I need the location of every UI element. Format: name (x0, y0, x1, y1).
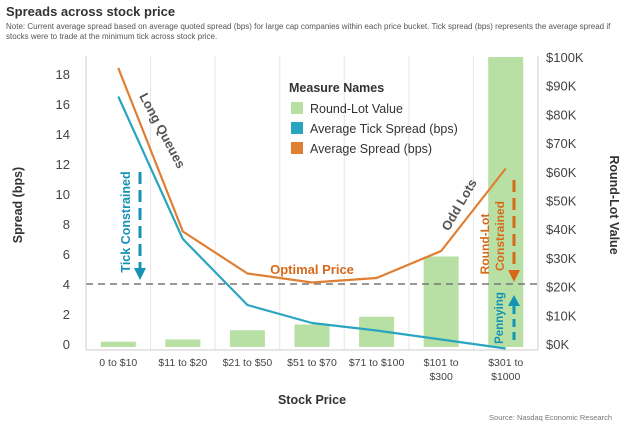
y2-tick-label: $0K (546, 337, 569, 352)
legend-label-0: Round-Lot Value (310, 102, 403, 116)
y-tick-label: 16 (56, 97, 70, 112)
y-tick-label: 2 (63, 307, 70, 322)
legend-label-2: Average Spread (bps) (310, 142, 432, 156)
tick-constrained-arrow-head (134, 268, 146, 280)
axes: 0 2 4 6 8 10 12 14 16 18 $0K $10K $20K $30K $40K $50K $6… (11, 50, 621, 407)
y-tick-label: 6 (63, 247, 70, 262)
legend-swatch-1 (291, 122, 303, 134)
annotation-round-lot: Round-Lot (478, 214, 492, 275)
source-note: Source: Nasdaq Economic Research (489, 413, 612, 422)
bar-2 (229, 330, 265, 347)
y-axis-title: Spread (bps) (11, 167, 25, 243)
legend: Measure Names Round-Lot Value Average Tick… (289, 81, 458, 156)
legend-swatch-2 (291, 142, 303, 154)
gridlines (150, 56, 474, 350)
round-lot-arrow-head (508, 270, 520, 282)
x-tick-label: $71 to $100 (349, 357, 405, 369)
pennying-arrow-head (508, 295, 520, 306)
y-tick-label: 0 (63, 337, 70, 352)
series-line-2 (117, 67, 507, 284)
legend-title: Measure Names (289, 81, 384, 95)
x-tick-label: $301 to (488, 357, 523, 369)
y-tick-label: 4 (63, 277, 70, 292)
y-tick-label: 12 (56, 157, 70, 172)
annotation-constrained: Constrained (493, 201, 507, 271)
x-tick-label: $51 to $70 (287, 357, 337, 369)
x-tick-label: $1000 (491, 371, 520, 383)
y-tick-label: 8 (63, 217, 70, 232)
y2-axis-title: Round-Lot Value (607, 155, 621, 254)
legend-label-1: Average Tick Spread (bps) (310, 122, 458, 136)
y2-tick-label: $10K (546, 308, 577, 323)
y2-tick-label: $60K (546, 165, 577, 180)
bar-0 (100, 341, 136, 347)
x-tick-label: $21 to $50 (223, 357, 273, 369)
bar-3 (294, 324, 330, 347)
annotation-long-queues: Long Queues (136, 90, 188, 170)
annotation-optimal-price: Optimal Price (270, 262, 354, 277)
y2-tick-label: $50K (546, 194, 577, 209)
annotation-pennying: Pennying (494, 292, 506, 344)
y2-tick-label: $90K (546, 79, 577, 94)
x-tick-label: $300 (429, 371, 453, 383)
annotation-tick-constrained: Tick Constrained (119, 171, 133, 272)
y-tick-label: 14 (56, 127, 70, 142)
y2-tick-label: $30K (546, 251, 577, 266)
bar-6 (488, 57, 524, 347)
y2-tick-label: $80K (546, 107, 577, 122)
x-tick-label: $101 to (424, 357, 459, 369)
y2-tick-label: $70K (546, 136, 577, 151)
x-tick-label: $11 to $20 (158, 357, 207, 369)
y2-tick-label: $20K (546, 280, 577, 295)
bar-5 (423, 256, 459, 347)
bar-1 (165, 339, 201, 347)
y2-tick-label: $40K (546, 222, 577, 237)
x-tick-label: 0 to $10 (99, 357, 137, 369)
y2-tick-label: $100K (546, 50, 584, 65)
chart-note: Note: Current average spread based on av… (6, 22, 611, 41)
chart-title: Spreads across stock price (6, 4, 176, 19)
y-tick-label: 18 (56, 67, 70, 82)
round-lot-bars (100, 57, 524, 347)
spread-lines (86, 67, 538, 350)
x-axis-title: Stock Price (278, 393, 346, 407)
legend-swatch-0 (291, 102, 303, 114)
y-tick-label: 10 (56, 187, 70, 202)
